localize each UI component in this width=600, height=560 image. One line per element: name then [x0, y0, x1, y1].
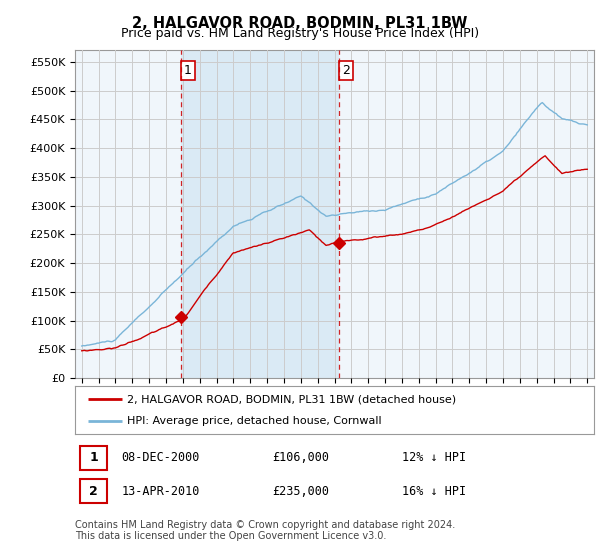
Text: 16% ↓ HPI: 16% ↓ HPI: [402, 485, 466, 498]
Text: 2: 2: [342, 64, 350, 77]
Text: 1: 1: [184, 64, 192, 77]
FancyBboxPatch shape: [80, 479, 107, 503]
Text: 13-APR-2010: 13-APR-2010: [122, 485, 200, 498]
Text: 12% ↓ HPI: 12% ↓ HPI: [402, 451, 466, 464]
Text: £235,000: £235,000: [272, 485, 329, 498]
Text: 2, HALGAVOR ROAD, BODMIN, PL31 1BW: 2, HALGAVOR ROAD, BODMIN, PL31 1BW: [133, 16, 467, 31]
Text: Price paid vs. HM Land Registry's House Price Index (HPI): Price paid vs. HM Land Registry's House …: [121, 27, 479, 40]
Text: HPI: Average price, detached house, Cornwall: HPI: Average price, detached house, Corn…: [127, 416, 382, 426]
Text: Contains HM Land Registry data © Crown copyright and database right 2024.
This d: Contains HM Land Registry data © Crown c…: [75, 520, 455, 542]
Text: 1: 1: [89, 451, 98, 464]
FancyBboxPatch shape: [80, 446, 107, 470]
Bar: [181, 50, 339, 378]
Text: 2, HALGAVOR ROAD, BODMIN, PL31 1BW (detached house): 2, HALGAVOR ROAD, BODMIN, PL31 1BW (deta…: [127, 394, 456, 404]
Text: 2: 2: [89, 485, 98, 498]
Text: £106,000: £106,000: [272, 451, 329, 464]
Text: 08-DEC-2000: 08-DEC-2000: [122, 451, 200, 464]
